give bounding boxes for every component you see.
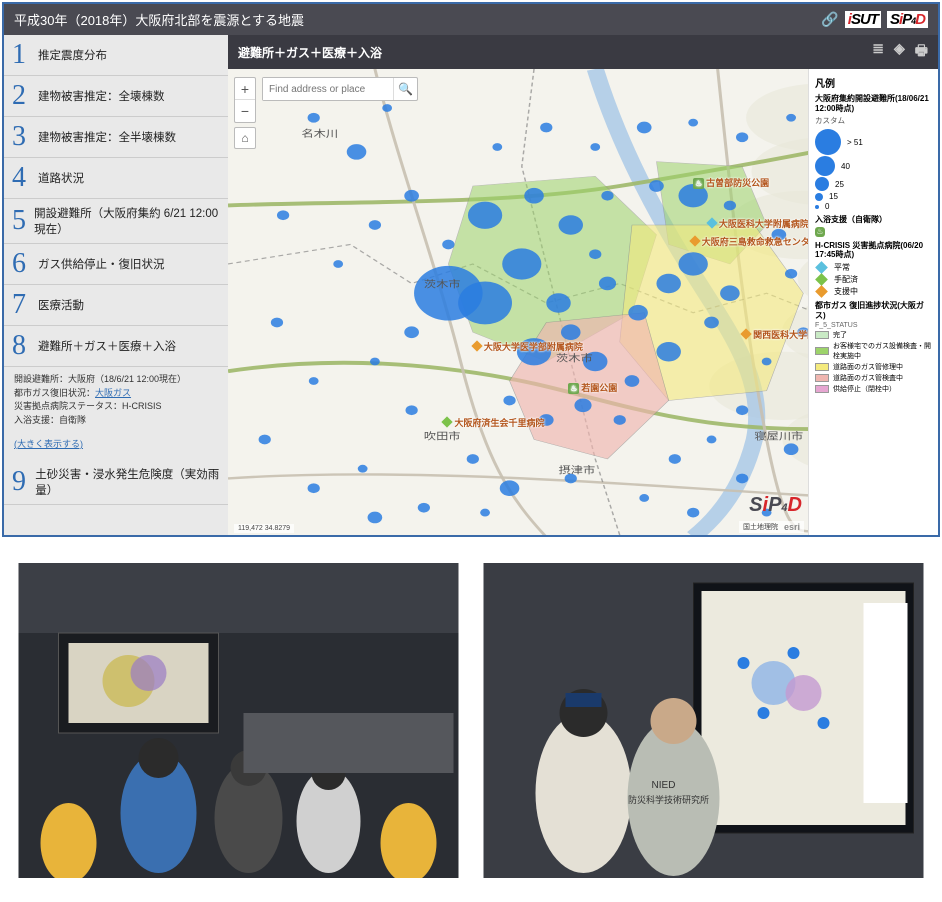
sidebar-item-6[interactable]: 6ガス供給停止・復旧状況 bbox=[4, 244, 228, 285]
svg-text:名木川: 名木川 bbox=[301, 128, 338, 140]
photo-row: NIED 防災科学技術研究所 bbox=[0, 539, 942, 902]
gas-link[interactable]: 大阪ガス bbox=[95, 388, 131, 398]
search-input[interactable] bbox=[263, 78, 393, 100]
search-icon[interactable]: 🔍 bbox=[393, 78, 417, 100]
svg-text:NIED: NIED bbox=[652, 780, 676, 791]
legend-toggle-icon[interactable]: ≣ bbox=[872, 40, 884, 64]
search-box: 🔍 bbox=[262, 77, 418, 101]
svg-text:茨木市: 茨木市 bbox=[424, 278, 461, 290]
layers-icon[interactable]: ◈ bbox=[894, 40, 905, 64]
sidebar-item-5[interactable]: 5開設避難所（大阪府集約 6/21 12:00現在） bbox=[4, 199, 228, 244]
svg-text:茨木市: 茨木市 bbox=[556, 352, 593, 364]
titlebar: 平成30年（2018年）大阪府北部を震源とする地震 🔗 iSUT SiP4D bbox=[4, 4, 938, 35]
home-button[interactable]: ⌂ bbox=[234, 127, 256, 149]
sidebar-item-3[interactable]: 3建物被害推定：全半壊棟数 bbox=[4, 117, 228, 158]
map-canvas[interactable]: 枚方市茨木市茨木市吹田市摂津市寝屋川市河内長野交野市名木川 + − ⌂ 🔍 ♨古… bbox=[228, 69, 938, 535]
link-icon[interactable]: 🔗 bbox=[821, 11, 838, 28]
svg-text:防災科学技術研究所: 防災科学技術研究所 bbox=[628, 794, 709, 805]
svg-text:寝屋川市: 寝屋川市 bbox=[754, 430, 803, 442]
sidebar: 1推定震度分布2建物被害推定：全壊棟数3建物被害推定：全半壊棟数4道路状況5開設… bbox=[4, 35, 228, 535]
sidebar-item-8[interactable]: 8避難所＋ガス＋医療＋入浴 bbox=[4, 326, 228, 367]
map-header: 避難所＋ガス＋医療＋入浴 ≣ ◈ 🖶 bbox=[228, 35, 938, 69]
svg-text:吹田市: 吹田市 bbox=[424, 430, 461, 442]
map-coords: 119,472 34.8279 bbox=[234, 524, 294, 533]
print-icon[interactable]: 🖶 bbox=[915, 40, 928, 64]
expand-link[interactable]: (大きく表示する) bbox=[14, 439, 83, 449]
sidebar-meta: 開設避難所：大阪府（18/6/21 12:00現在） 都市ガス復旧状況：大阪ガス… bbox=[4, 367, 228, 433]
photo-left bbox=[16, 563, 461, 878]
logo-isut: iSUT bbox=[845, 11, 881, 28]
photo-right: NIED 防災科学技術研究所 bbox=[481, 563, 926, 878]
sidebar-item-9[interactable]: 9 土砂災害・浸水発生危険度（実効雨量） bbox=[4, 460, 228, 505]
logo-sip4d: SiP4D bbox=[887, 11, 928, 28]
zoom-out-button[interactable]: − bbox=[235, 100, 255, 122]
map-watermark-sip4d: SiP4D bbox=[749, 494, 802, 517]
svg-text:摂津市: 摂津市 bbox=[559, 464, 596, 476]
sidebar-item-2[interactable]: 2建物被害推定：全壊棟数 bbox=[4, 76, 228, 117]
sidebar-item-1[interactable]: 1推定震度分布 bbox=[4, 35, 228, 76]
map-attribution: 国土地理院 esri bbox=[739, 521, 804, 533]
zoom-in-button[interactable]: + bbox=[235, 78, 255, 100]
zoom-control: + − bbox=[234, 77, 256, 123]
map-title: 避難所＋ガス＋医療＋入浴 bbox=[238, 44, 382, 61]
sidebar-item-7[interactable]: 7医療活動 bbox=[4, 285, 228, 326]
sidebar-item-4[interactable]: 4道路状況 bbox=[4, 158, 228, 199]
legend-panel: 凡例 大阪府集約開設避難所(18/06/21 12:00時点) カスタム > 5… bbox=[808, 69, 938, 535]
app-title: 平成30年（2018年）大阪府北部を震源とする地震 bbox=[14, 10, 304, 29]
